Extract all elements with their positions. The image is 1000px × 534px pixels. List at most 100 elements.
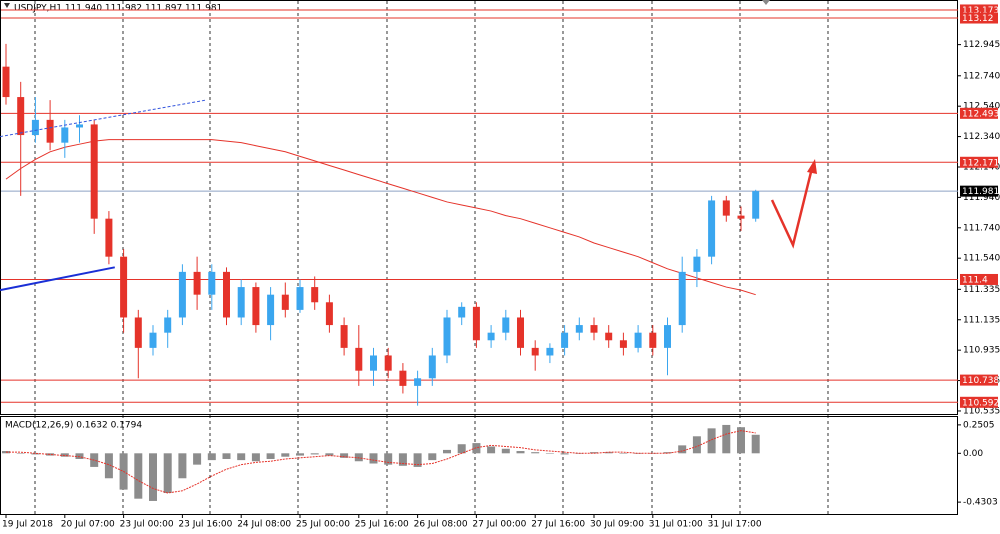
macd-bar [149,453,157,501]
candle-body [531,347,539,356]
y-tick-label: 112.740 [963,71,1000,81]
candle-body [223,271,230,318]
macd-bar [46,453,55,456]
macd-bar [237,453,246,461]
candle-body [708,200,716,257]
trendline [0,266,115,292]
candle-body [428,355,436,379]
y-tick-label: 111.335 [963,285,1000,295]
x-tick-label: 20 Jul 07:00 [61,520,115,530]
x-tick-label: 31 Jul 01:00 [649,520,703,530]
candle-body [561,332,569,348]
macd-bar [457,444,466,454]
macd-title: MACD(12,26,9) 0.1632 0.1794 [5,421,142,431]
y-tick-label: 112.945 [963,40,1000,50]
macd-bar [266,453,275,459]
level-label: 112.171 [962,158,999,168]
candle-body [340,325,348,348]
level-label: 113.173 [962,6,999,16]
candle-body [17,97,25,136]
macd-bar [443,449,451,454]
y-tick-label: 0.00 [963,449,983,459]
macd-bar [31,453,40,455]
level-label: 113.12 [962,14,994,24]
macd-bar [413,453,422,467]
macd-bar [560,453,569,455]
macd-signal [6,430,756,494]
level-label: 112.493 [962,109,999,119]
macd-bar [296,453,304,456]
candle-body [325,302,333,326]
x-tick-label: 26 Jul 08:00 [414,520,468,530]
x-tick-label: 30 Jul 09:00 [590,520,644,530]
scroll-marker [762,0,770,5]
candle-body [281,294,289,310]
y-tick-label: -0.4303 [963,498,998,508]
candle-body [193,271,201,295]
candle-body [90,124,98,219]
macd-bar [516,451,525,454]
candle-body [134,317,142,348]
macd-bar [222,453,231,459]
candle-body [752,191,760,219]
macd-bar [369,453,378,464]
y-tick-label: 110.535 [963,406,1000,416]
macd-bar [707,428,716,454]
price-pane [0,0,958,415]
x-tick-label: 24 Jul 08:00 [237,520,291,530]
macd-bar [692,436,701,454]
macd-bar [590,452,598,454]
y-tick-label: 110.935 [963,346,1000,356]
macd-bar [501,448,510,454]
candle-body [517,317,524,348]
macd-bar [604,452,613,454]
macd-bar [678,445,687,454]
x-tick-label: 19 Jul 2018 [2,520,53,530]
candle-body [458,306,466,318]
level-label-box [960,396,998,408]
macd-bar [398,453,407,466]
candle-body [693,256,701,272]
y-tick-label: 111.940 [963,193,1000,203]
macd-bar [545,453,554,454]
macd-bar [663,452,672,454]
candle-body [105,218,113,257]
candle-body [546,347,554,356]
macd-bar [472,443,481,454]
candle-body [487,332,495,341]
y-tick-label: 0.2505 [963,420,995,430]
macd-bar [737,427,745,454]
candle-body [649,332,657,348]
candle-body [76,124,83,128]
candle-body [311,287,319,303]
candle-body [664,325,671,348]
candle-body [46,119,54,143]
x-tick-label: 23 Jul 00:00 [120,520,174,530]
macd-bar [310,453,319,455]
macd-bar [75,453,84,459]
candle-body [370,355,377,371]
macd-bar [751,434,760,454]
candle-body [590,325,598,333]
macd-bar [384,453,393,465]
level-label-box [960,374,998,386]
macd-bar [428,453,437,461]
level-label: 110.592 [962,398,999,408]
current-price-box [960,185,998,197]
moving-average [5,139,756,296]
macd-bar [178,453,187,479]
y-tick-label: 111.540 [963,254,1000,264]
x-tick-label: 27 Jul 16:00 [531,520,585,530]
macd-bar [251,453,260,462]
macd-bar [134,453,143,499]
candle-body [414,378,422,386]
x-tick-label: 25 Jul 16:00 [355,520,409,530]
level-label-box [960,107,998,119]
level-label-box [960,4,998,16]
macd-bar [60,453,69,457]
macd-bar [207,453,216,461]
candle-body [164,317,172,333]
candle-body [296,287,304,310]
